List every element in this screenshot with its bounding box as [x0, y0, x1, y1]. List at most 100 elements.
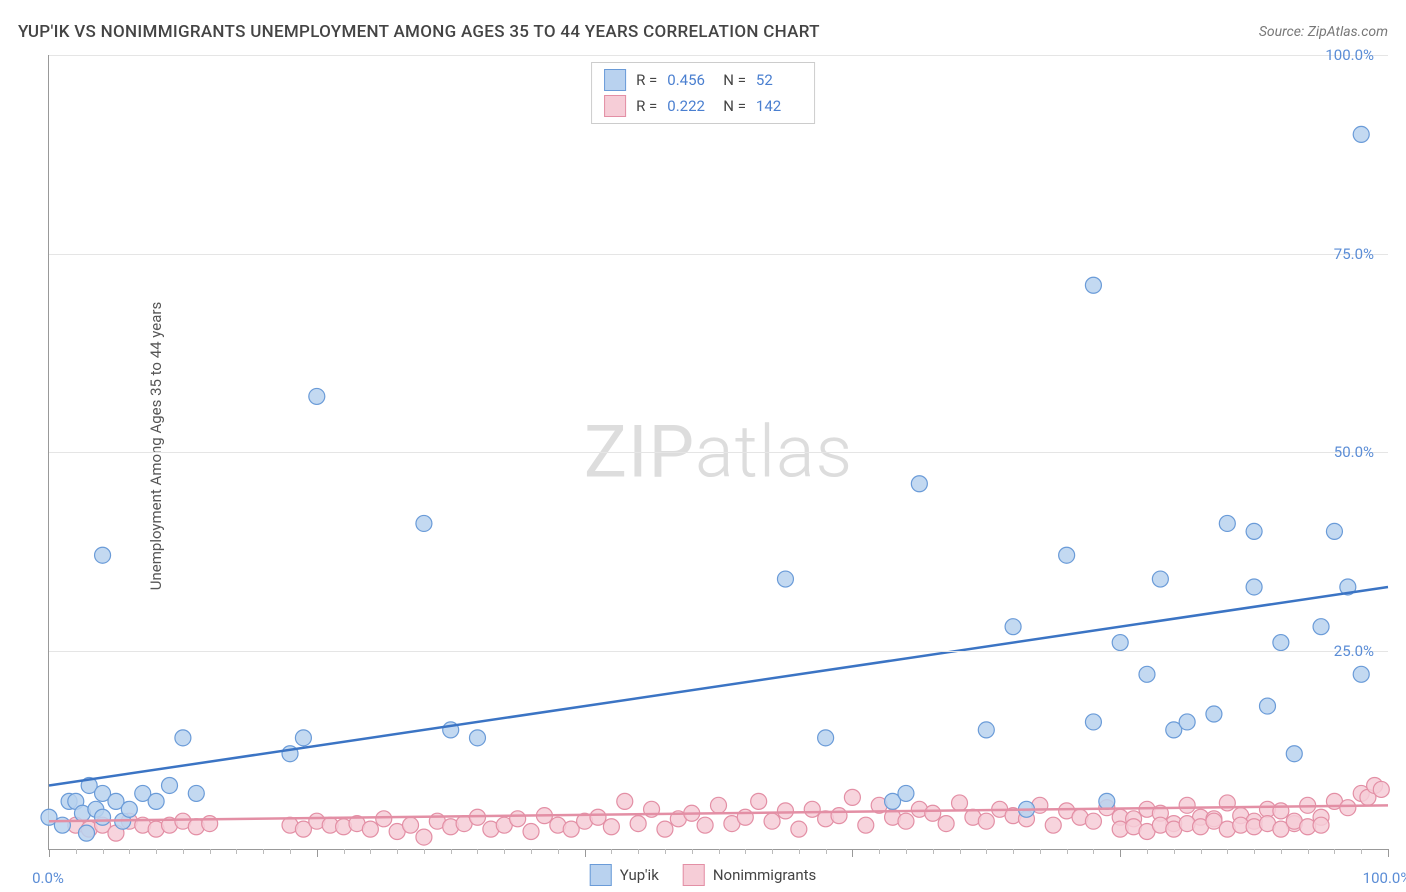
data-point [711, 797, 727, 813]
trend-line [49, 587, 1388, 786]
x-tick [317, 849, 318, 857]
x-tick [344, 849, 345, 854]
x-tick [370, 849, 371, 854]
data-point [95, 809, 111, 825]
x-tick [745, 849, 746, 854]
data-point [54, 817, 70, 833]
x-tick [933, 849, 934, 854]
data-point [777, 571, 793, 587]
x-tick [826, 849, 827, 854]
r-value-nonimmigrants: 0.222 [667, 97, 713, 115]
x-tick [451, 849, 452, 854]
data-point [1179, 797, 1195, 813]
data-point [1045, 817, 1061, 833]
data-point [657, 821, 673, 837]
data-point [1085, 277, 1101, 293]
data-point [590, 809, 606, 825]
x-tick [772, 849, 773, 854]
stats-legend: R = 0.456 N = 52 R = 0.222 N = 142 [591, 62, 815, 124]
data-point [603, 819, 619, 835]
data-point [831, 808, 847, 824]
x-tick [1361, 849, 1362, 854]
x-tick [611, 849, 612, 854]
data-point [1112, 635, 1128, 651]
x-tick [504, 849, 505, 854]
series-legend: Yup'ik Nonimmigrants [590, 864, 817, 886]
data-point [1326, 523, 1342, 539]
data-point [791, 821, 807, 837]
y-tick-label: 100.0% [1325, 46, 1374, 64]
x-tick [852, 849, 853, 857]
x-tick [183, 849, 184, 854]
x-tick [156, 849, 157, 854]
x-tick [1147, 849, 1148, 854]
data-point [1085, 714, 1101, 730]
data-point [617, 793, 633, 809]
x-tick [1227, 849, 1228, 854]
data-point [175, 730, 191, 746]
x-tick [1174, 849, 1175, 854]
x-tick [1388, 849, 1389, 857]
data-point [523, 824, 539, 840]
x-tick [879, 849, 880, 854]
data-point [188, 785, 204, 801]
data-point [1313, 817, 1329, 833]
swatch-yupik [604, 69, 626, 91]
data-point [858, 817, 874, 833]
data-point [630, 816, 646, 832]
data-point [510, 811, 526, 827]
data-point [1059, 547, 1075, 563]
x-tick [1120, 849, 1121, 857]
data-point [1373, 781, 1389, 797]
x-tick [236, 849, 237, 854]
data-point [938, 816, 954, 832]
legend-item-nonimmigrants: Nonimmigrants [683, 864, 816, 886]
data-point [362, 821, 378, 837]
x-tick [531, 849, 532, 854]
data-point [148, 793, 164, 809]
data-point [1246, 579, 1262, 595]
data-point [295, 730, 311, 746]
data-point [777, 803, 793, 819]
data-point [121, 801, 137, 817]
x-tick [1281, 849, 1282, 854]
data-point [818, 730, 834, 746]
data-point [898, 813, 914, 829]
x-tick [1093, 849, 1094, 854]
n-value-nonimmigrants: 142 [756, 97, 802, 115]
y-tick-label: 50.0% [1334, 443, 1374, 461]
data-point [1273, 635, 1289, 651]
x-tick-label: 0.0% [32, 869, 64, 887]
x-tick [424, 849, 425, 854]
x-tick [1201, 849, 1202, 854]
x-tick [1040, 849, 1041, 854]
x-tick [49, 849, 50, 857]
data-point [78, 825, 94, 841]
x-tick [210, 849, 211, 854]
gridline [49, 55, 1388, 56]
data-point [898, 785, 914, 801]
data-point [95, 547, 111, 563]
stats-row-yupik: R = 0.456 N = 52 [604, 69, 802, 91]
source-attribution: Source: ZipAtlas.com [1259, 24, 1388, 40]
data-point [403, 817, 419, 833]
x-tick [638, 849, 639, 854]
x-tick [397, 849, 398, 854]
data-point [1353, 666, 1369, 682]
chart-title: YUP'IK VS NONIMMIGRANTS UNEMPLOYMENT AMO… [18, 22, 820, 42]
x-tick [129, 849, 130, 854]
x-tick [1067, 849, 1068, 854]
data-point [162, 777, 178, 793]
data-point [1286, 746, 1302, 762]
stats-row-nonimmigrants: R = 0.222 N = 142 [604, 95, 802, 117]
x-tick [906, 849, 907, 854]
gridline [49, 452, 1388, 453]
data-point [1340, 800, 1356, 816]
data-point [1005, 619, 1021, 635]
r-value-yupik: 0.456 [667, 71, 713, 89]
data-point [764, 813, 780, 829]
data-point [416, 829, 432, 845]
data-point [751, 793, 767, 809]
data-point [1099, 793, 1115, 809]
data-point [804, 801, 820, 817]
